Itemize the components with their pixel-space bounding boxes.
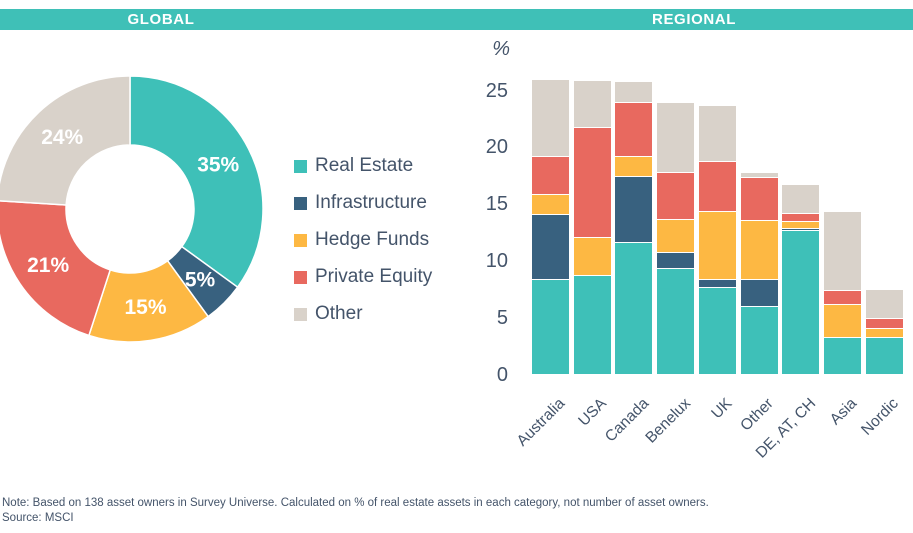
bar-segment-uk-private-equity [698, 160, 736, 211]
donut-segment-real-estate [129, 75, 264, 289]
section-header-band: GLOBAL REGIONAL [0, 9, 913, 30]
donut-value-label-real-estate: 35% [197, 153, 239, 176]
bar-segment-uk-other [698, 105, 736, 161]
bar-segment-usa-private-equity [573, 126, 611, 238]
bar-segment-other-private-equity [740, 176, 778, 220]
bar-segment-uk-infrastructure [698, 279, 736, 287]
donut-segment-other [0, 75, 131, 206]
bar-segment-australia-real-estate [532, 279, 569, 375]
x-axis-label-usa: USA [575, 395, 611, 430]
footnote: Note: Based on 138 asset owners in Surve… [2, 497, 709, 509]
donut-value-label-infrastructure: 5% [185, 268, 216, 291]
y-tick-label-10: 10 [485, 249, 508, 272]
donut-value-label-other: 24% [41, 126, 83, 149]
x-axis-label-australia: Australia [513, 395, 569, 450]
bar-segment-canada-hedge-funds [615, 156, 653, 176]
y-tick-label-0: 0 [496, 363, 508, 386]
y-tick-label-20: 20 [485, 136, 508, 159]
y-tick-label-15: 15 [485, 193, 508, 216]
legend-swatch-hedge-funds [294, 233, 307, 247]
legend-item-real-estate: Real Estate [294, 154, 432, 178]
x-axis-label-nordic: Nordic [858, 395, 903, 439]
bar-segment-benelux-infrastructure [657, 251, 695, 268]
legend-label: Real Estate [315, 155, 414, 176]
legend-swatch-infrastructure [294, 196, 307, 210]
y-axis-unit-label: % [492, 38, 510, 60]
legend-label: Private Equity [315, 266, 433, 287]
legend-label: Hedge Funds [315, 229, 430, 250]
bar-segment-nordic-other [865, 289, 903, 318]
legend-label: Other [315, 303, 363, 324]
legend-swatch-real-estate [294, 159, 307, 173]
bar-segment-asia-other [824, 210, 862, 291]
bar-segment-de-at-ch-other [782, 183, 820, 214]
bar-segment-australia-infrastructure [532, 214, 569, 280]
bar-segment-australia-other [532, 79, 569, 157]
bar-segment-usa-real-estate [573, 274, 611, 375]
bar-segment-nordic-real-estate [865, 337, 903, 375]
bar-segment-usa-other [573, 80, 611, 127]
bar-segment-canada-private-equity [615, 101, 653, 157]
bar-segment-canada-infrastructure [615, 175, 653, 242]
bar-segment-de-at-ch-private-equity [782, 213, 820, 222]
bar-segment-other-hedge-funds [740, 220, 778, 280]
bar-segment-nordic-private-equity [865, 317, 903, 328]
bar-segment-australia-private-equity [532, 156, 569, 194]
legend-item-infrastructure: Infrastructure [294, 191, 432, 215]
bar-segment-benelux-other [657, 101, 695, 173]
x-axis-label-canada: Canada [601, 395, 652, 446]
x-axis-label-uk: UK [708, 395, 736, 423]
legend-item-other: Other [294, 302, 432, 326]
bar-segment-other-other [740, 172, 778, 177]
bar-segment-usa-hedge-funds [573, 237, 611, 275]
bar-segment-nordic-hedge-funds [865, 327, 903, 337]
bar-segment-canada-real-estate [615, 241, 653, 375]
donut-value-label-private-equity: 21% [27, 254, 69, 277]
bar-segment-asia-real-estate [824, 337, 862, 375]
bar-segment-de-at-ch-infrastructure [782, 227, 820, 231]
donut-value-label-hedge-funds: 15% [124, 296, 166, 319]
bar-segment-other-real-estate [740, 306, 778, 375]
bar-segment-asia-private-equity [824, 290, 862, 305]
source-line: Source: MSCI [2, 512, 74, 524]
legend-item-hedge-funds: Hedge Funds [294, 228, 432, 252]
bar-segment-australia-hedge-funds [532, 193, 569, 215]
bar-segment-uk-real-estate [698, 287, 736, 375]
chart-legend: Real Estate Infrastructure Hedge Funds Priv… [294, 154, 432, 339]
global-donut-chart: 35% 5% 15% 21% 24% [0, 75, 264, 343]
donut-segment-private-equity [0, 200, 112, 337]
bar-segment-asia-hedge-funds [824, 304, 862, 337]
bar-segment-benelux-real-estate [657, 267, 695, 375]
x-axis-label-benelux: Benelux [642, 395, 694, 447]
y-tick-label-5: 5 [496, 306, 508, 329]
global-section-title: GLOBAL [127, 11, 195, 28]
bar-segment-other-infrastructure [740, 279, 778, 307]
bar-segment-de-at-ch-hedge-funds [782, 221, 820, 228]
bar-segment-canada-other [615, 81, 653, 102]
legend-swatch-other [294, 307, 307, 321]
bar-segment-uk-hedge-funds [698, 210, 736, 280]
bar-segment-benelux-hedge-funds [657, 218, 695, 252]
x-axis-label-asia: Asia [827, 395, 861, 429]
bar-segment-benelux-private-equity [657, 172, 695, 219]
legend-label: Infrastructure [315, 192, 427, 213]
legend-swatch-private-equity [294, 270, 307, 284]
y-tick-label-25: 25 [485, 79, 508, 102]
bar-segment-de-at-ch-real-estate [782, 230, 820, 375]
regional-section-title: REGIONAL [652, 11, 736, 28]
legend-item-private-equity: Private Equity [294, 265, 432, 289]
